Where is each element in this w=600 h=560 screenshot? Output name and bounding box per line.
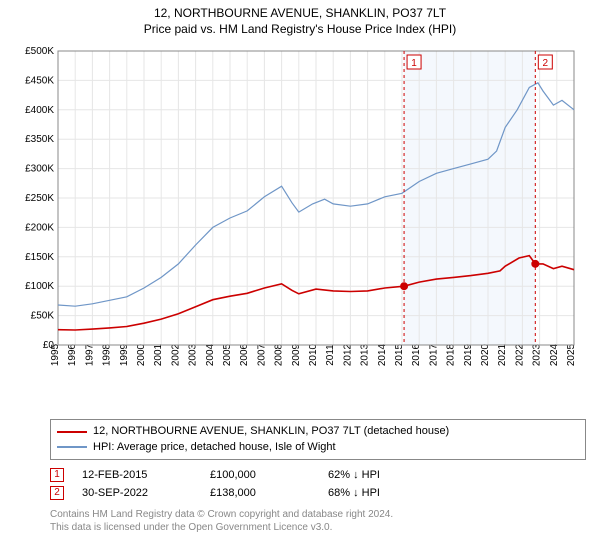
data-marker: 2 xyxy=(50,486,64,500)
chart-svg: £0£50K£100K£150K£200K£250K£300K£350K£400… xyxy=(14,43,586,413)
marker-dot xyxy=(531,260,539,268)
xtick-label: 2004 xyxy=(205,344,216,367)
ytick-label: £300K xyxy=(25,164,54,175)
chart-container: 12, NORTHBOURNE AVENUE, SHANKLIN, PO37 7… xyxy=(0,0,600,560)
footer: Contains HM Land Registry data © Crown c… xyxy=(50,508,586,534)
xtick-label: 1998 xyxy=(102,344,113,367)
data-table: 1 12-FEB-2015 £100,000 62% ↓ HPI 2 30-SEP-202… xyxy=(50,466,586,502)
xtick-label: 2013 xyxy=(360,344,371,367)
xtick-label: 2011 xyxy=(325,344,336,366)
xtick-label: 2001 xyxy=(153,344,164,367)
xtick-label: 2021 xyxy=(497,344,508,367)
xtick-label: 2024 xyxy=(549,344,560,367)
ytick-label: £200K xyxy=(25,223,54,234)
ytick-label: £250K xyxy=(25,193,54,204)
ytick-label: £150K xyxy=(25,252,54,263)
xtick-label: 2006 xyxy=(239,344,250,367)
marker-num: 2 xyxy=(543,58,549,69)
data-price: £138,000 xyxy=(210,487,310,499)
xtick-label: 2003 xyxy=(188,344,199,367)
xtick-label: 1997 xyxy=(84,344,95,367)
marker-dot xyxy=(400,282,408,290)
xtick-label: 2008 xyxy=(274,344,285,367)
xtick-label: 2010 xyxy=(308,344,319,367)
legend: 12, NORTHBOURNE AVENUE, SHANKLIN, PO37 7… xyxy=(50,419,586,460)
xtick-label: 2017 xyxy=(428,344,439,367)
data-pct: 68% ↓ HPI xyxy=(328,487,428,499)
ytick-label: £400K xyxy=(25,105,54,116)
xtick-label: 2020 xyxy=(480,344,491,367)
xtick-label: 2025 xyxy=(566,344,577,367)
xtick-label: 1999 xyxy=(119,344,130,367)
data-row: 1 12-FEB-2015 £100,000 62% ↓ HPI xyxy=(50,466,586,484)
data-row: 2 30-SEP-2022 £138,000 68% ↓ HPI xyxy=(50,484,586,502)
title-sub: Price paid vs. HM Land Registry's House … xyxy=(0,22,600,38)
footer-line1: Contains HM Land Registry data © Crown c… xyxy=(50,508,586,521)
xtick-label: 2022 xyxy=(514,344,525,367)
ytick-label: £450K xyxy=(25,76,54,87)
ytick-label: £500K xyxy=(25,46,54,57)
title-main: 12, NORTHBOURNE AVENUE, SHANKLIN, PO37 7… xyxy=(0,6,600,22)
legend-label: 12, NORTHBOURNE AVENUE, SHANKLIN, PO37 7… xyxy=(93,424,449,439)
xtick-label: 2023 xyxy=(532,344,543,367)
legend-row: HPI: Average price, detached house, Isle… xyxy=(57,440,579,455)
data-marker: 1 xyxy=(50,468,64,482)
xtick-label: 2007 xyxy=(256,344,267,367)
xtick-label: 1996 xyxy=(67,344,78,367)
legend-row: 12, NORTHBOURNE AVENUE, SHANKLIN, PO37 7… xyxy=(57,424,579,439)
ytick-label: £350K xyxy=(25,134,54,145)
legend-swatch xyxy=(57,431,87,433)
data-date: 12-FEB-2015 xyxy=(82,469,192,481)
xtick-label: 1995 xyxy=(50,344,61,367)
xtick-label: 2002 xyxy=(170,344,181,367)
marker-num: 1 xyxy=(411,58,417,69)
xtick-label: 2012 xyxy=(342,344,353,367)
xtick-label: 2018 xyxy=(446,344,457,367)
xtick-label: 2016 xyxy=(411,344,422,367)
xtick-label: 2014 xyxy=(377,344,388,367)
xtick-label: 2009 xyxy=(291,344,302,367)
legend-label: HPI: Average price, detached house, Isle… xyxy=(93,440,336,455)
title-block: 12, NORTHBOURNE AVENUE, SHANKLIN, PO37 7… xyxy=(0,0,600,39)
legend-swatch xyxy=(57,446,87,448)
data-price: £100,000 xyxy=(210,469,310,481)
data-date: 30-SEP-2022 xyxy=(82,487,192,499)
xtick-label: 2000 xyxy=(136,344,147,367)
ytick-label: £50K xyxy=(31,311,55,322)
xtick-label: 2005 xyxy=(222,344,233,367)
chart-area: £0£50K£100K£150K£200K£250K£300K£350K£400… xyxy=(14,43,586,413)
data-pct: 62% ↓ HPI xyxy=(328,469,428,481)
xtick-label: 2015 xyxy=(394,344,405,367)
xtick-label: 2019 xyxy=(463,344,474,367)
footer-line2: This data is licensed under the Open Gov… xyxy=(50,521,586,534)
ytick-label: £100K xyxy=(25,281,54,292)
